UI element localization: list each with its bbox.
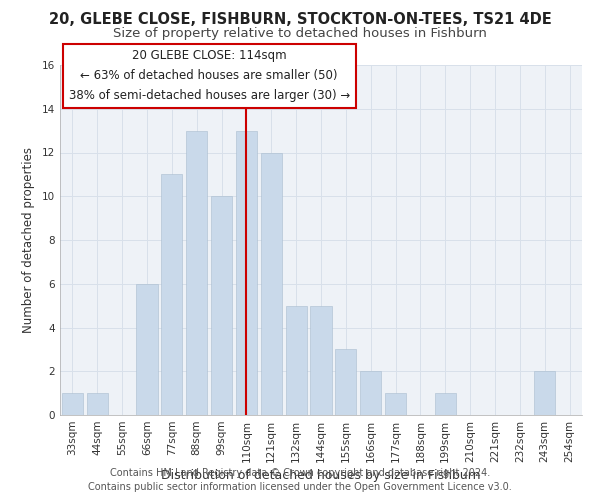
Bar <box>286 306 307 415</box>
Bar <box>161 174 182 415</box>
Text: Size of property relative to detached houses in Fishburn: Size of property relative to detached ho… <box>113 28 487 40</box>
Bar <box>534 371 555 415</box>
Bar <box>310 306 332 415</box>
Text: Contains public sector information licensed under the Open Government Licence v3: Contains public sector information licen… <box>88 482 512 492</box>
Bar <box>236 130 257 415</box>
Text: Contains HM Land Registry data © Crown copyright and database right 2024.: Contains HM Land Registry data © Crown c… <box>110 468 490 477</box>
Bar <box>136 284 158 415</box>
Bar <box>211 196 232 415</box>
Text: 20 GLEBE CLOSE: 114sqm
← 63% of detached houses are smaller (50)
38% of semi-det: 20 GLEBE CLOSE: 114sqm ← 63% of detached… <box>68 50 350 102</box>
Bar <box>335 350 356 415</box>
Bar <box>435 393 456 415</box>
Text: 20, GLEBE CLOSE, FISHBURN, STOCKTON-ON-TEES, TS21 4DE: 20, GLEBE CLOSE, FISHBURN, STOCKTON-ON-T… <box>49 12 551 28</box>
Bar <box>261 152 282 415</box>
Y-axis label: Number of detached properties: Number of detached properties <box>22 147 35 333</box>
Bar <box>87 393 108 415</box>
Bar <box>186 130 207 415</box>
Bar <box>360 371 381 415</box>
Bar <box>62 393 83 415</box>
X-axis label: Distribution of detached houses by size in Fishburn: Distribution of detached houses by size … <box>161 469 481 482</box>
Bar <box>385 393 406 415</box>
